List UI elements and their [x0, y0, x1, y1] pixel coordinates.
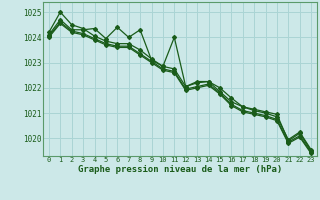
X-axis label: Graphe pression niveau de la mer (hPa): Graphe pression niveau de la mer (hPa)	[78, 165, 282, 174]
